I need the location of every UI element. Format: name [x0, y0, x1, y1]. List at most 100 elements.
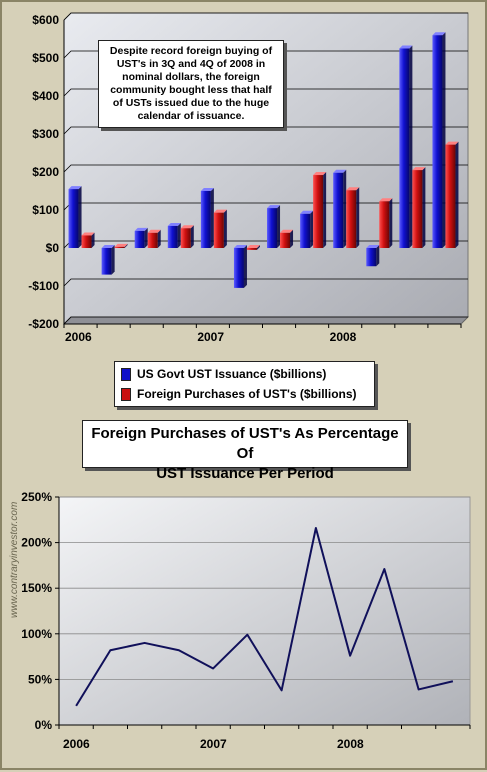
bar-foreign-side — [91, 232, 95, 248]
legend-swatch-foreign — [121, 387, 131, 401]
bar-issuance-side — [78, 186, 82, 248]
y-tick-label: -$100 — [28, 279, 59, 293]
bar-foreign-side — [323, 172, 327, 248]
y-tick-label: $600 — [32, 13, 59, 27]
bar-foreign-top — [213, 209, 227, 213]
bar-foreign-top — [114, 243, 128, 247]
bar-foreign-face — [412, 170, 423, 248]
y-gridline — [63, 50, 468, 59]
y-tick-label: 150% — [21, 581, 52, 595]
bar-issuance-side — [144, 227, 148, 248]
bar-foreign-face — [313, 175, 324, 248]
bar-foreign — [246, 245, 260, 250]
bar-foreign-side — [190, 225, 194, 248]
bar-foreign — [114, 243, 128, 248]
legend-swatch-issuance — [121, 367, 131, 381]
bar-foreign-top — [147, 229, 161, 233]
chart2-title-line1: Foreign Purchases of UST's As Percentage… — [91, 425, 399, 462]
bar-issuance — [167, 222, 181, 248]
bar-issuance — [134, 227, 148, 248]
plot-area — [58, 496, 471, 726]
bar-foreign-top — [379, 198, 393, 202]
bar-foreign-top — [81, 232, 95, 236]
bar-issuance-top — [167, 222, 181, 226]
bar-issuance-top — [333, 169, 347, 173]
bar-foreign — [180, 225, 194, 248]
chart2-title-line2: UST Issuance Per Period — [156, 465, 334, 482]
bar-issuance-side — [376, 245, 380, 267]
y-tick-label: 100% — [21, 627, 52, 641]
bar-issuance-face — [200, 191, 211, 248]
y-tick-label: 200% — [21, 536, 52, 550]
bar-foreign-face — [81, 235, 92, 248]
legend-label-foreign: Foreign Purchases of UST's ($billions) — [137, 387, 357, 401]
bar-foreign-side — [256, 245, 260, 250]
bar-issuance-face — [68, 189, 79, 248]
bar-foreign-side — [290, 229, 294, 248]
legend-item-foreign: Foreign Purchases of UST's ($billions) — [121, 384, 368, 404]
x-tick-label: 2008 — [337, 737, 364, 751]
y-tick-label: 0% — [35, 718, 53, 732]
bar-issuance — [101, 245, 115, 275]
bar-foreign — [379, 198, 393, 248]
watermark: www.contraryinvestor.com — [9, 502, 20, 618]
watermark-text: www.contraryinvestor.com — [9, 502, 20, 618]
bar-issuance-side — [277, 205, 281, 248]
bar-foreign-face — [114, 246, 125, 248]
bar-foreign-face — [379, 201, 390, 248]
bar-foreign-top — [280, 229, 294, 233]
bar-issuance-face — [101, 248, 112, 275]
bar-issuance-side — [442, 32, 446, 249]
bar-issuance-top — [200, 188, 214, 191]
bar-foreign-face — [280, 232, 291, 248]
bar-issuance-side — [111, 245, 115, 275]
bar-foreign-face — [147, 232, 158, 248]
bar-issuance-top — [267, 205, 281, 209]
y-tick-label: 250% — [21, 490, 52, 504]
x-tick-label: 2008 — [330, 330, 357, 344]
bar-issuance-face — [300, 213, 311, 248]
bar-foreign — [445, 141, 459, 248]
bar-foreign — [313, 172, 327, 248]
bar-issuance — [399, 45, 413, 248]
bar-issuance — [68, 186, 82, 248]
series-line-percentage — [75, 527, 454, 707]
percentage-line-chart: 0% 50% 100% 150% 200% 250% 2006 2007 2008 — [21, 490, 471, 751]
bar-foreign-face — [180, 228, 191, 248]
bar-issuance — [300, 210, 314, 248]
bar-foreign-top — [412, 167, 426, 171]
bar-issuance — [233, 245, 247, 288]
bar-foreign-top — [180, 225, 194, 229]
bar-issuance-face — [366, 248, 377, 267]
bar-issuance-face — [267, 208, 278, 248]
bar-foreign-face — [246, 248, 257, 250]
bar-issuance-top — [432, 32, 446, 36]
chart2-title: Foreign Purchases of UST's As Percentage… — [82, 420, 408, 482]
bar-issuance-top — [233, 245, 247, 248]
y-gridline — [63, 278, 468, 287]
bar-foreign — [147, 229, 161, 248]
x-tick-label: 2007 — [200, 737, 227, 751]
chart-legend: US Govt UST Issuance ($billions) Foreign… — [114, 361, 375, 407]
bar-foreign — [412, 167, 426, 248]
bar-foreign-side — [356, 187, 360, 248]
bar-issuance-side — [409, 45, 413, 248]
y-gridline — [63, 12, 468, 21]
bar-foreign — [280, 229, 294, 248]
bar-issuance-top — [300, 210, 314, 214]
y-gridline — [63, 126, 468, 135]
legend-label-issuance: US Govt UST Issuance ($billions) — [137, 367, 327, 381]
bar-issuance-face — [432, 35, 443, 249]
y-gridline — [63, 164, 468, 173]
y-gridline — [63, 316, 468, 325]
bar-issuance-face — [399, 48, 410, 248]
bar-foreign-top — [445, 141, 459, 145]
x-tick-label: 2007 — [197, 330, 224, 344]
bar-foreign-side — [422, 167, 426, 248]
bar-foreign-side — [223, 209, 227, 248]
bar-issuance-top — [366, 245, 380, 248]
y-tick-label: $200 — [32, 165, 59, 179]
bar-foreign — [213, 209, 227, 248]
y-tick-label: $500 — [32, 51, 59, 65]
